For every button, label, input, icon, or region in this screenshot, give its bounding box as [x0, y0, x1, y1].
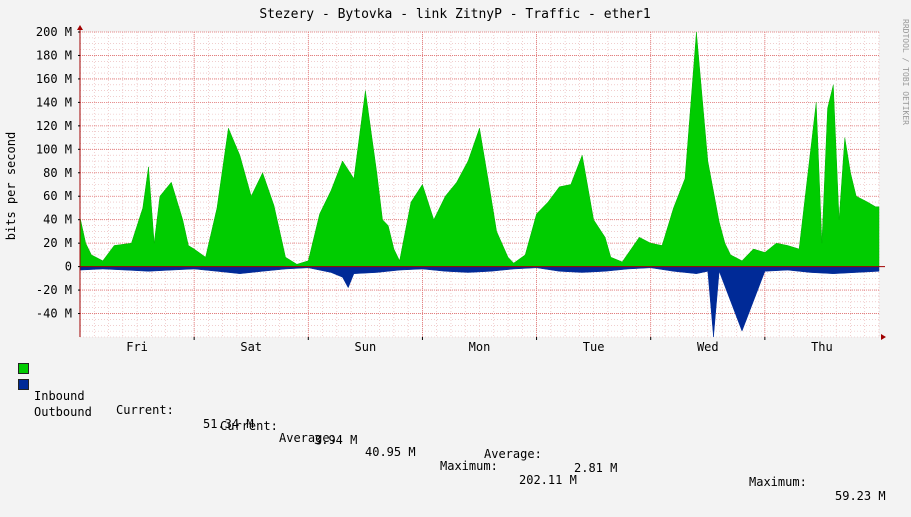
y-tick-label: 40 M [43, 213, 72, 227]
rrdtool-watermark: RRDTOOL / TOBI OETIKER [901, 19, 910, 125]
y-tick-label: 200 M [36, 25, 72, 39]
outbound-maximum-label: Maximum: [749, 475, 807, 489]
outbound-current-label: Current: [220, 419, 278, 433]
outbound-area [79, 266, 880, 338]
y-axis-arrow [77, 25, 83, 30]
x-tick-label: Fri [126, 340, 148, 354]
legend-outbound: Outbound Current: 3.94 M Average: 2.81 M… [18, 377, 886, 503]
x-tick-label: Tue [583, 340, 605, 354]
outbound-name: Outbound [34, 405, 92, 419]
y-axis-label: bits per second [4, 132, 18, 240]
inbound-area [79, 31, 880, 267]
x-tick-label: Thu [811, 340, 833, 354]
inbound-swatch [18, 363, 29, 374]
traffic-graph: 200 M 180 M 160 M 140 M 120 M 100 M 80 M 60 M 40… [4, 7, 910, 503]
outbound-current-value: 3.94 M [314, 433, 358, 447]
axes [77, 25, 886, 340]
y-tick-label: 80 M [43, 166, 72, 180]
outbound-average-value: 2.81 M [574, 461, 618, 475]
traffic-chart: 200 M 180 M 160 M 140 M 120 M 100 M 80 M 60 M 40… [4, 7, 910, 354]
x-tick-label: Mon [469, 340, 491, 354]
inbound-average-value: 40.95 M [365, 445, 416, 459]
outbound-maximum-value: 59.23 M [835, 489, 886, 503]
x-tick-labels: Fri Sat Sun Mon Tue Wed Thu [126, 337, 833, 354]
x-tick-label: Sun [355, 340, 377, 354]
y-tick-label: -20 M [36, 283, 72, 297]
y-tick-label: 180 M [36, 48, 72, 62]
y-tick-labels: 200 M 180 M 160 M 140 M 120 M 100 M 80 M 60 M 40… [36, 25, 80, 321]
x-axis-arrow [881, 334, 886, 340]
y-tick-label: 100 M [36, 142, 72, 156]
y-tick-label: 20 M [43, 236, 72, 250]
y-tick-label: 60 M [43, 189, 72, 203]
y-tick-label: 120 M [36, 119, 72, 133]
series-areas [79, 31, 880, 338]
inbound-maximum-label: Maximum: [440, 459, 498, 473]
outbound-swatch [18, 379, 29, 390]
inbound-maximum-value: 202.11 M [519, 473, 577, 487]
y-tick-label: -40 M [36, 307, 72, 321]
inbound-current-label: Current: [116, 403, 174, 417]
y-tick-label: 160 M [36, 72, 72, 86]
x-tick-label: Sat [240, 340, 262, 354]
chart-title: Stezery - Bytovka - link ZitnyP - Traffi… [259, 7, 650, 22]
y-tick-label: 140 M [36, 95, 72, 109]
y-tick-label: 0 [65, 260, 72, 274]
outbound-average-label: Average: [484, 447, 542, 461]
legend-inbound: Inbound Current: 51.34 M Average: 40.95 … [18, 361, 577, 487]
x-tick-label: Wed [697, 340, 719, 354]
